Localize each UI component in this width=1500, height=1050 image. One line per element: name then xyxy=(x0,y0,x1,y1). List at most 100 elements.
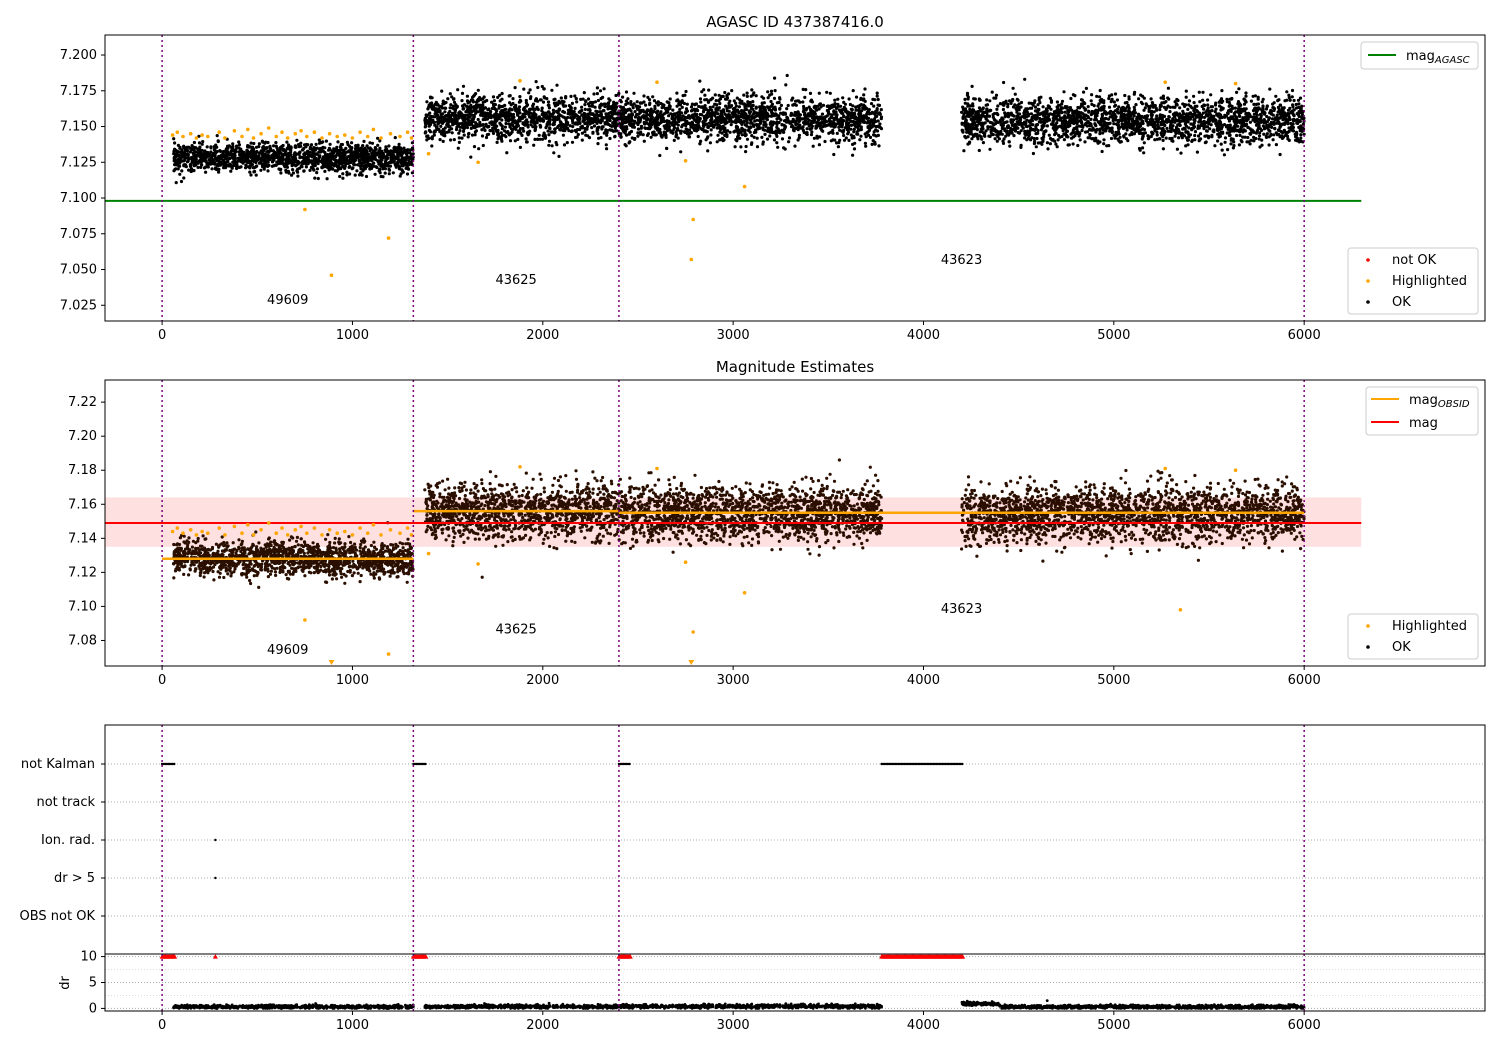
ok-point xyxy=(709,98,713,102)
ok-point xyxy=(298,150,302,154)
ok-point xyxy=(575,122,579,126)
ok-point xyxy=(715,140,719,144)
ok-point xyxy=(744,150,748,154)
ok-point xyxy=(378,139,382,143)
ok-point xyxy=(429,96,433,100)
ok-point xyxy=(524,109,528,113)
chart-title-agasc: AGASC ID 437387416.0 xyxy=(706,13,884,31)
ok-point xyxy=(797,119,801,123)
ok-point xyxy=(237,150,241,154)
ok-point xyxy=(723,126,727,130)
ok-point xyxy=(466,116,470,120)
ok-point xyxy=(494,108,498,112)
ok-point xyxy=(291,163,295,167)
ok-point xyxy=(432,133,436,137)
ok-point xyxy=(174,148,178,152)
ok-point xyxy=(1273,126,1277,130)
ok-point xyxy=(574,113,578,117)
ok-point xyxy=(994,96,998,100)
ok-point xyxy=(569,94,573,98)
ok-point xyxy=(794,119,798,123)
ok-point xyxy=(285,162,289,166)
ok-point xyxy=(607,122,611,127)
ok-point xyxy=(703,129,708,133)
ok-point xyxy=(596,117,600,121)
ok-point xyxy=(200,142,204,146)
ok-point xyxy=(601,95,605,99)
ok-point xyxy=(241,161,245,165)
ok-point xyxy=(349,161,353,165)
ok-point xyxy=(804,115,808,120)
ok-point xyxy=(977,148,981,153)
ok-point xyxy=(571,125,575,129)
ok-point xyxy=(491,121,496,126)
ok-point xyxy=(426,107,430,111)
ok-point xyxy=(315,167,319,171)
ok-point xyxy=(295,138,299,142)
ok-point xyxy=(172,152,176,156)
ok-point xyxy=(790,98,794,102)
ok-point xyxy=(656,100,660,104)
ok-point xyxy=(608,98,612,102)
ok-point xyxy=(1012,134,1016,138)
ok-point xyxy=(743,128,747,132)
ok-point xyxy=(1235,90,1239,94)
ok-point xyxy=(349,146,354,151)
ok-point xyxy=(649,109,653,113)
ok-point xyxy=(237,140,241,144)
ok-point xyxy=(801,100,805,104)
ok-point xyxy=(180,169,184,173)
ok-point xyxy=(241,154,245,159)
ok-point xyxy=(678,107,682,111)
ok-point xyxy=(329,166,333,170)
ok-point xyxy=(575,100,579,104)
ok-point xyxy=(832,110,836,114)
ok-point xyxy=(450,131,454,135)
ok-point xyxy=(312,154,316,158)
ok-point xyxy=(582,91,586,95)
ok-point xyxy=(1113,92,1118,96)
ok-point xyxy=(231,155,235,159)
ok-point xyxy=(350,154,354,159)
ok-point xyxy=(750,88,754,92)
ok-point xyxy=(285,140,289,144)
ok-point xyxy=(356,163,360,167)
ok-point xyxy=(654,133,658,137)
ok-point xyxy=(462,118,466,123)
ok-point xyxy=(457,140,461,144)
ok-point xyxy=(749,105,753,109)
ok-point xyxy=(451,123,455,127)
ok-point xyxy=(765,129,770,133)
ok-point xyxy=(550,88,554,92)
ok-point xyxy=(326,166,330,170)
ok-point xyxy=(776,145,780,149)
ok-point xyxy=(199,163,204,167)
ok-point xyxy=(597,136,601,140)
ok-point xyxy=(180,148,184,152)
ok-point xyxy=(441,139,445,143)
ok-point xyxy=(662,130,666,134)
ok-point xyxy=(361,169,365,173)
ok-point xyxy=(801,87,805,91)
ok-point xyxy=(437,127,441,132)
ok-point xyxy=(773,108,778,112)
ok-point xyxy=(522,87,526,91)
ok-point xyxy=(497,104,501,108)
ok-point xyxy=(773,76,777,80)
ok-point xyxy=(624,90,629,94)
ok-point xyxy=(225,156,229,160)
ok-point xyxy=(493,103,497,107)
ok-point xyxy=(811,144,815,148)
ok-point xyxy=(875,114,879,118)
ok-point xyxy=(808,127,812,131)
ok-point xyxy=(294,164,298,168)
ok-point xyxy=(735,125,740,129)
ok-point xyxy=(739,145,743,149)
ok-point xyxy=(769,89,774,93)
ok-point xyxy=(511,101,515,106)
ok-point xyxy=(715,116,719,120)
ok-point xyxy=(400,168,404,172)
ok-point xyxy=(689,109,694,113)
ok-point xyxy=(175,162,179,166)
ok-point xyxy=(654,125,658,129)
